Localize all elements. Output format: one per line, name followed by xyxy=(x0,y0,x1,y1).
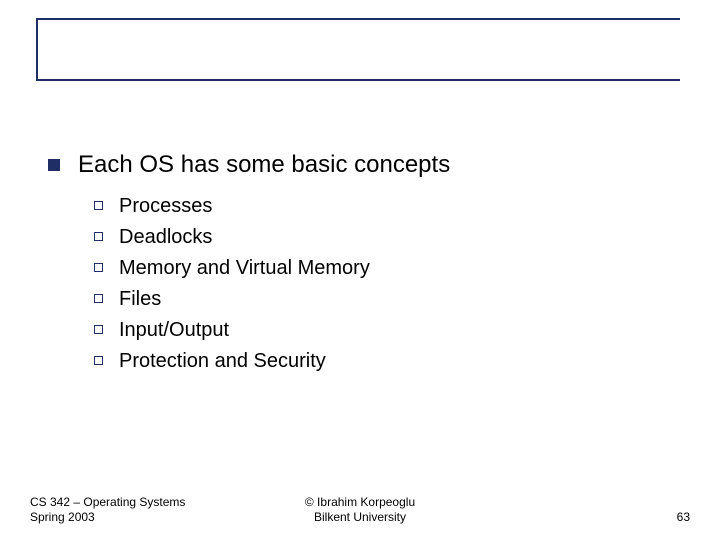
list-item-label: Processes xyxy=(119,194,212,219)
list-item: Memory and Virtual Memory xyxy=(94,256,668,281)
list-item: Each OS has some basic concepts xyxy=(48,150,668,180)
list-item-label: Deadlocks xyxy=(119,225,212,250)
list-item: Deadlocks xyxy=(94,225,668,250)
page-number: 63 xyxy=(677,510,690,526)
hollow-square-bullet-icon xyxy=(94,294,103,303)
hollow-square-bullet-icon xyxy=(94,325,103,334)
list-item-label: Input/Output xyxy=(119,318,229,343)
list-item-label: Protection and Security xyxy=(119,349,326,374)
hollow-square-bullet-icon xyxy=(94,201,103,210)
sub-list: Processes Deadlocks Memory and Virtual M… xyxy=(94,194,668,374)
content-area: Each OS has some basic concepts Processe… xyxy=(48,150,668,380)
list-item-label: Files xyxy=(119,287,161,312)
course-code: CS 342 – Operating Systems xyxy=(30,495,185,511)
hollow-square-bullet-icon xyxy=(94,232,103,241)
square-bullet-icon xyxy=(48,159,60,171)
heading-text: Each OS has some basic concepts xyxy=(78,150,450,180)
title-rule xyxy=(36,18,680,81)
affiliation: Bilkent University xyxy=(305,510,415,526)
list-item-label: Memory and Virtual Memory xyxy=(119,256,370,281)
list-item: Files xyxy=(94,287,668,312)
footer-center: © Ibrahim Korpeoglu Bilkent University xyxy=(305,495,415,526)
footer: CS 342 – Operating Systems Spring 2003 ©… xyxy=(30,495,690,526)
footer-right: 63 xyxy=(677,510,690,526)
list-item: Processes xyxy=(94,194,668,219)
hollow-square-bullet-icon xyxy=(94,356,103,365)
list-item: Protection and Security xyxy=(94,349,668,374)
copyright: © Ibrahim Korpeoglu xyxy=(305,495,415,511)
footer-left: CS 342 – Operating Systems Spring 2003 xyxy=(30,495,185,526)
list-item: Input/Output xyxy=(94,318,668,343)
slide: Each OS has some basic concepts Processe… xyxy=(0,0,720,540)
hollow-square-bullet-icon xyxy=(94,263,103,272)
term: Spring 2003 xyxy=(30,510,185,526)
